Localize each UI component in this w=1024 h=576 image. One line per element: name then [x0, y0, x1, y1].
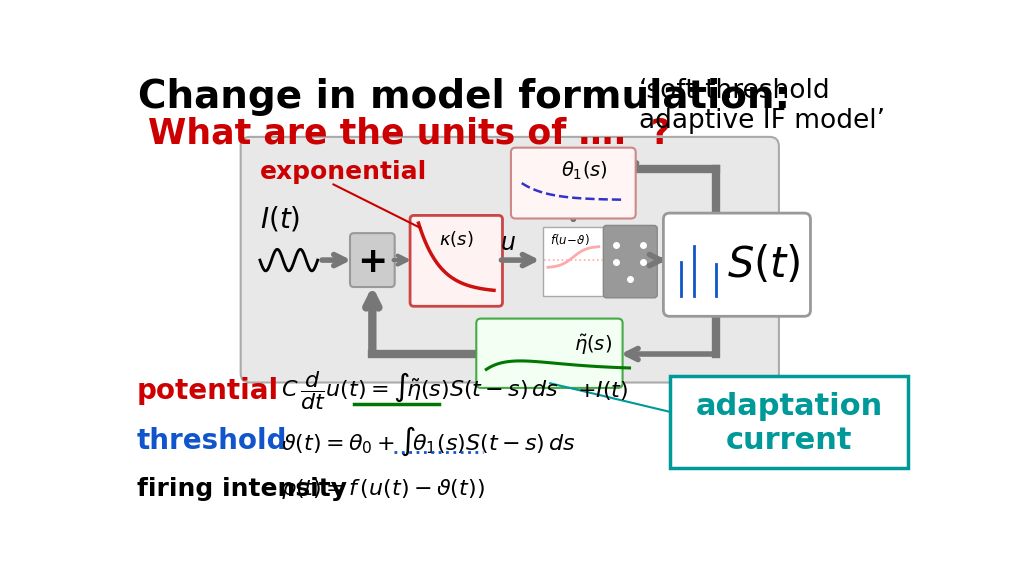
Text: $\rho(t) = f\,(u(t)-\vartheta(t))$: $\rho(t) = f\,(u(t)-\vartheta(t))$ — [281, 477, 484, 501]
Text: $\vartheta(t) = \theta_0 + \int\!\theta_1(s)S(t-s)\,ds$: $\vartheta(t) = \theta_0 + \int\!\theta_… — [281, 425, 575, 458]
Text: $\theta_1(s)$: $\theta_1(s)$ — [561, 160, 608, 182]
Text: $S(t)$: $S(t)$ — [727, 244, 801, 286]
Text: $C\,\dfrac{d}{dt}u(t) = \int\!\tilde{\eta}(s)S(t-s)\,ds$: $C\,\dfrac{d}{dt}u(t) = \int\!\tilde{\et… — [281, 370, 559, 412]
Text: firing intensity: firing intensity — [137, 477, 347, 501]
Text: $f(u\!-\!\vartheta)$: $f(u\!-\!\vartheta)$ — [550, 232, 589, 247]
Text: exponential: exponential — [260, 160, 427, 184]
Text: $+I(t)$: $+I(t)$ — [578, 380, 629, 403]
FancyBboxPatch shape — [664, 213, 810, 316]
Text: +: + — [357, 245, 387, 279]
Text: adaptation
current: adaptation current — [695, 392, 883, 454]
FancyBboxPatch shape — [410, 215, 503, 306]
FancyBboxPatch shape — [670, 376, 908, 468]
Text: threshold: threshold — [137, 427, 287, 455]
FancyBboxPatch shape — [350, 233, 394, 287]
Text: What are the units of ….  ?: What are the units of …. ? — [147, 117, 671, 151]
Text: $\tilde{\eta}(s)$: $\tilde{\eta}(s)$ — [573, 332, 611, 357]
Text: Change in model formulation:: Change in model formulation: — [138, 78, 791, 116]
FancyBboxPatch shape — [476, 319, 623, 388]
Text: $u$: $u$ — [500, 231, 516, 255]
FancyBboxPatch shape — [511, 147, 636, 218]
Text: potential: potential — [137, 377, 279, 405]
Text: $\mathit{I(t)}$: $\mathit{I(t)}$ — [260, 205, 300, 234]
FancyBboxPatch shape — [543, 227, 604, 296]
Text: ‘soft-threshold
adaptive IF model’: ‘soft-threshold adaptive IF model’ — [639, 78, 885, 134]
FancyBboxPatch shape — [241, 137, 779, 382]
FancyBboxPatch shape — [603, 225, 657, 298]
Text: $\kappa(s)$: $\kappa(s)$ — [438, 229, 473, 248]
